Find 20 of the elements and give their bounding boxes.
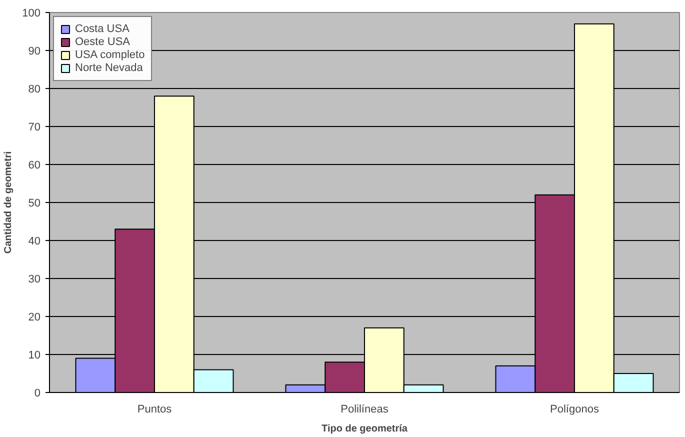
y-tick-label: 70 bbox=[28, 122, 41, 134]
y-tick-label: 10 bbox=[28, 350, 41, 362]
y-tick-label: 60 bbox=[28, 160, 41, 172]
legend-label: Costa USA bbox=[75, 23, 130, 35]
y-tick-label: 100 bbox=[22, 8, 41, 20]
y-tick-label: 0 bbox=[34, 388, 41, 400]
y-axis-title: Cantidad de geometri bbox=[3, 151, 14, 254]
x-tick-label: Polígonos bbox=[550, 404, 600, 416]
legend-label: Oeste USA bbox=[75, 36, 130, 48]
y-tick-label: 80 bbox=[28, 84, 41, 96]
x-tick-label: Puntos bbox=[137, 404, 172, 416]
legend-label: USA completo bbox=[75, 49, 145, 61]
legend-label: Norte Nevada bbox=[75, 62, 143, 74]
y-tick-label: 30 bbox=[28, 274, 41, 286]
y-tick-label: 90 bbox=[28, 46, 41, 58]
y-tick-label: 40 bbox=[28, 236, 41, 248]
y-tick-label: 50 bbox=[28, 198, 41, 210]
y-tick-label: 20 bbox=[28, 312, 41, 324]
x-tick-label: Polilíneas bbox=[340, 404, 389, 416]
x-axis-title: Tipo de geometría bbox=[322, 424, 408, 434]
